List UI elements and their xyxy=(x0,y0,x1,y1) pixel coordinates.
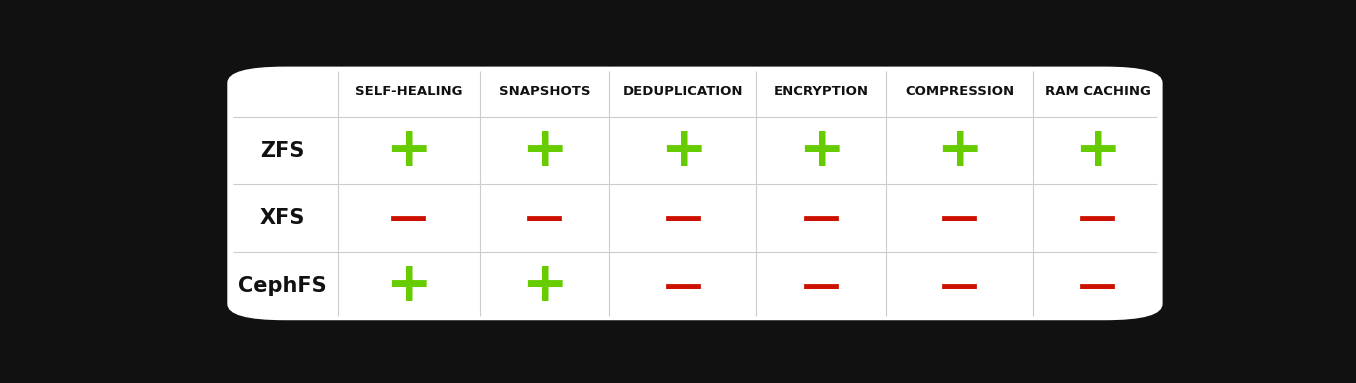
Text: +: + xyxy=(522,259,568,313)
Text: —: — xyxy=(801,200,841,237)
Text: COMPRESSION: COMPRESSION xyxy=(904,85,1014,98)
Text: —: — xyxy=(940,200,979,237)
Text: CephFS: CephFS xyxy=(239,276,327,296)
Text: +: + xyxy=(385,123,433,177)
Text: +: + xyxy=(522,123,568,177)
Text: ENCRYPTION: ENCRYPTION xyxy=(774,85,869,98)
Text: +: + xyxy=(660,123,706,177)
Text: —: — xyxy=(389,200,428,237)
FancyBboxPatch shape xyxy=(228,67,1162,320)
Text: —: — xyxy=(1078,267,1117,305)
Text: XFS: XFS xyxy=(260,208,305,228)
Text: +: + xyxy=(797,123,845,177)
Text: —: — xyxy=(663,200,702,237)
Text: —: — xyxy=(525,200,564,237)
Text: +: + xyxy=(936,123,983,177)
Text: RAM CACHING: RAM CACHING xyxy=(1045,85,1151,98)
Text: SNAPSHOTS: SNAPSHOTS xyxy=(499,85,590,98)
Text: +: + xyxy=(385,259,433,313)
Text: —: — xyxy=(940,267,979,305)
Text: —: — xyxy=(801,267,841,305)
Text: —: — xyxy=(1078,200,1117,237)
Text: SELF-HEALING: SELF-HEALING xyxy=(355,85,462,98)
Text: ZFS: ZFS xyxy=(260,141,305,160)
Text: —: — xyxy=(663,267,702,305)
Text: DEDUPLICATION: DEDUPLICATION xyxy=(622,85,743,98)
Text: +: + xyxy=(1074,123,1121,177)
